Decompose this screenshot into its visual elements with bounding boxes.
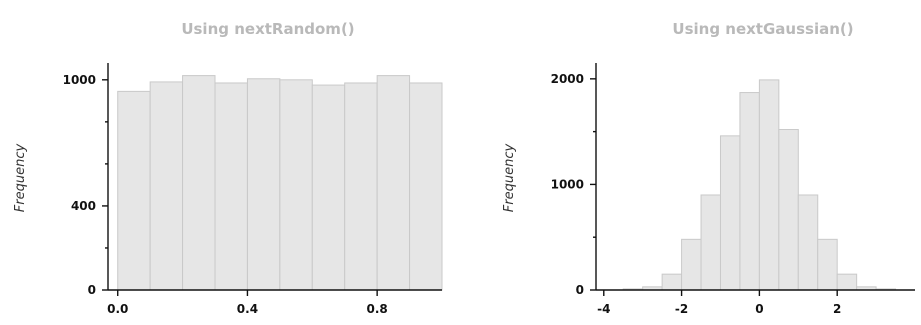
histogram-bar <box>182 75 216 291</box>
histogram-bar <box>311 84 346 291</box>
gaussian-histogram-panel: Using nextGaussian() Frequency 0 1000 2000 -4… <box>502 20 915 316</box>
y-tick-label: 0 <box>88 283 96 297</box>
histogram-bar <box>797 194 819 291</box>
histogram-bar <box>739 92 760 291</box>
y-axis-label: Frequency <box>502 143 517 212</box>
x-tick-label: -2 <box>675 302 688 316</box>
histogram-bar <box>661 273 683 291</box>
histogram-bar <box>700 194 721 291</box>
histogram-bar <box>778 129 799 291</box>
x-tick-label: -4 <box>597 302 610 316</box>
histogram-bar <box>246 78 281 291</box>
histogram-bar <box>376 75 411 291</box>
chart-title: Using nextRandom() <box>181 20 354 38</box>
y-tick-label: 1000 <box>63 73 96 87</box>
histogram-bar <box>344 82 378 291</box>
y-tick-label: 400 <box>71 199 96 213</box>
histogram-bar <box>279 79 313 291</box>
histogram-bar <box>409 82 443 291</box>
chart-title: Using nextGaussian() <box>672 20 853 38</box>
x-tick-label: 0.4 <box>237 302 258 316</box>
x-tick-label: 2 <box>833 302 841 316</box>
histogram-bar <box>149 81 184 291</box>
y-tick-label: 0 <box>576 283 584 297</box>
y-axis-label: Frequency <box>13 143 28 212</box>
y-tick-label: 2000 <box>551 72 584 86</box>
histogram-bar <box>817 238 838 291</box>
histogram-bar <box>681 238 702 291</box>
x-tick-label: 0.8 <box>367 302 388 316</box>
y-tick-label: 1000 <box>551 177 584 191</box>
x-tick-label: 0.0 <box>107 302 128 316</box>
histogram-bar <box>214 82 248 291</box>
histogram-bar <box>758 79 780 291</box>
x-tick-label: 0 <box>755 302 763 316</box>
histogram-bar <box>836 273 858 291</box>
histogram-bar <box>719 135 741 291</box>
histogram-bar <box>117 90 151 291</box>
uniform-histogram-panel: Using nextRandom() Frequency 0 400 1000 0.0 0.… <box>13 20 443 316</box>
